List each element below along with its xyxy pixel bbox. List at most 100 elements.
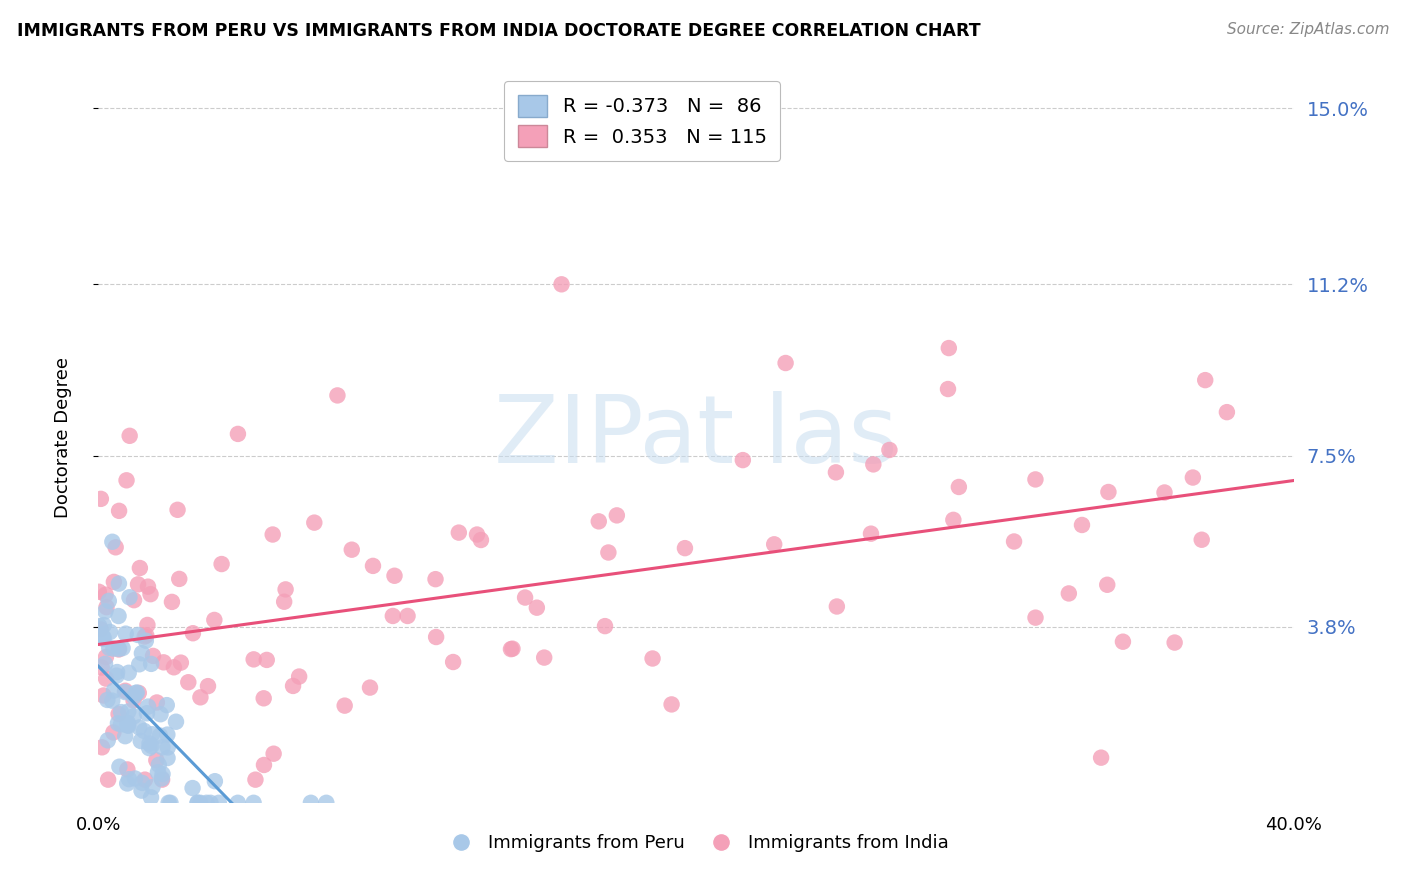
- Point: [879, 442, 901, 457]
- Point: [288, 669, 311, 683]
- Point: [104, 541, 127, 555]
- Point: [127, 577, 149, 591]
- Point: [202, 613, 225, 627]
- Point: [156, 751, 179, 765]
- Point: [641, 651, 664, 665]
- Point: [118, 591, 141, 605]
- Point: [245, 772, 267, 787]
- Point: [533, 650, 555, 665]
- Point: [190, 690, 212, 705]
- Point: [124, 772, 146, 786]
- Point: [1097, 578, 1119, 592]
- Point: [94, 604, 117, 618]
- Point: [447, 525, 470, 540]
- Point: [103, 725, 125, 739]
- Point: [465, 527, 488, 541]
- Point: [156, 740, 179, 755]
- Point: [938, 341, 960, 355]
- Point: [588, 514, 610, 528]
- Point: [195, 796, 218, 810]
- Point: [226, 426, 249, 441]
- Point: [598, 545, 620, 559]
- Point: [107, 642, 129, 657]
- Point: [146, 696, 169, 710]
- Point: [731, 453, 754, 467]
- Point: [299, 796, 322, 810]
- Point: [108, 576, 131, 591]
- Point: [136, 699, 159, 714]
- Point: [163, 660, 186, 674]
- Point: [114, 626, 136, 640]
- Point: [96, 600, 118, 615]
- Point: [107, 706, 129, 721]
- Point: [110, 717, 132, 731]
- Point: [775, 356, 797, 370]
- Point: [340, 542, 363, 557]
- Point: [167, 572, 190, 586]
- Point: [115, 473, 138, 487]
- Point: [96, 693, 118, 707]
- Point: [107, 609, 129, 624]
- Point: [129, 734, 152, 748]
- Point: [152, 767, 174, 781]
- Point: [117, 763, 139, 777]
- Point: [94, 657, 117, 671]
- Point: [166, 503, 188, 517]
- Point: [384, 568, 406, 582]
- Point: [156, 728, 179, 742]
- Point: [111, 641, 134, 656]
- Point: [170, 656, 193, 670]
- Point: [134, 630, 156, 644]
- Point: [148, 757, 170, 772]
- Point: [141, 727, 163, 741]
- Point: [141, 739, 163, 753]
- Point: [281, 679, 304, 693]
- Point: [117, 716, 139, 731]
- Point: [108, 504, 131, 518]
- Point: [117, 705, 139, 719]
- Point: [98, 624, 121, 639]
- Point: [1024, 472, 1046, 486]
- Point: [136, 618, 159, 632]
- Point: [94, 672, 117, 686]
- Point: [273, 595, 295, 609]
- Point: [550, 277, 572, 292]
- Text: Source: ZipAtlas.com: Source: ZipAtlas.com: [1226, 22, 1389, 37]
- Point: [181, 780, 204, 795]
- Point: [1002, 534, 1025, 549]
- Point: [138, 741, 160, 756]
- Point: [149, 729, 172, 743]
- Point: [1057, 586, 1080, 600]
- Point: [118, 429, 141, 443]
- Point: [211, 557, 233, 571]
- Point: [673, 541, 696, 556]
- Point: [304, 516, 326, 530]
- Point: [825, 599, 848, 614]
- Point: [115, 776, 138, 790]
- Point: [131, 646, 153, 660]
- Point: [1071, 518, 1094, 533]
- Point: [150, 772, 173, 787]
- Point: [128, 561, 150, 575]
- Point: [90, 622, 112, 636]
- Point: [114, 729, 136, 743]
- Point: [425, 630, 447, 644]
- Point: [200, 796, 222, 810]
- Point: [89, 619, 111, 633]
- Text: ZIPat las: ZIPat las: [494, 391, 898, 483]
- Point: [114, 683, 136, 698]
- Point: [157, 796, 180, 810]
- Text: IMMIGRANTS FROM PERU VS IMMIGRANTS FROM INDIA DOCTORATE DEGREE CORRELATION CHART: IMMIGRANTS FROM PERU VS IMMIGRANTS FROM …: [17, 22, 980, 40]
- Point: [1194, 373, 1216, 387]
- Point: [242, 652, 264, 666]
- Point: [122, 690, 145, 704]
- Point: [128, 686, 150, 700]
- Point: [107, 716, 129, 731]
- Point: [122, 593, 145, 607]
- Point: [825, 466, 848, 480]
- Point: [90, 660, 112, 674]
- Point: [117, 718, 139, 732]
- Point: [134, 723, 156, 738]
- Point: [256, 653, 278, 667]
- Point: [98, 640, 121, 655]
